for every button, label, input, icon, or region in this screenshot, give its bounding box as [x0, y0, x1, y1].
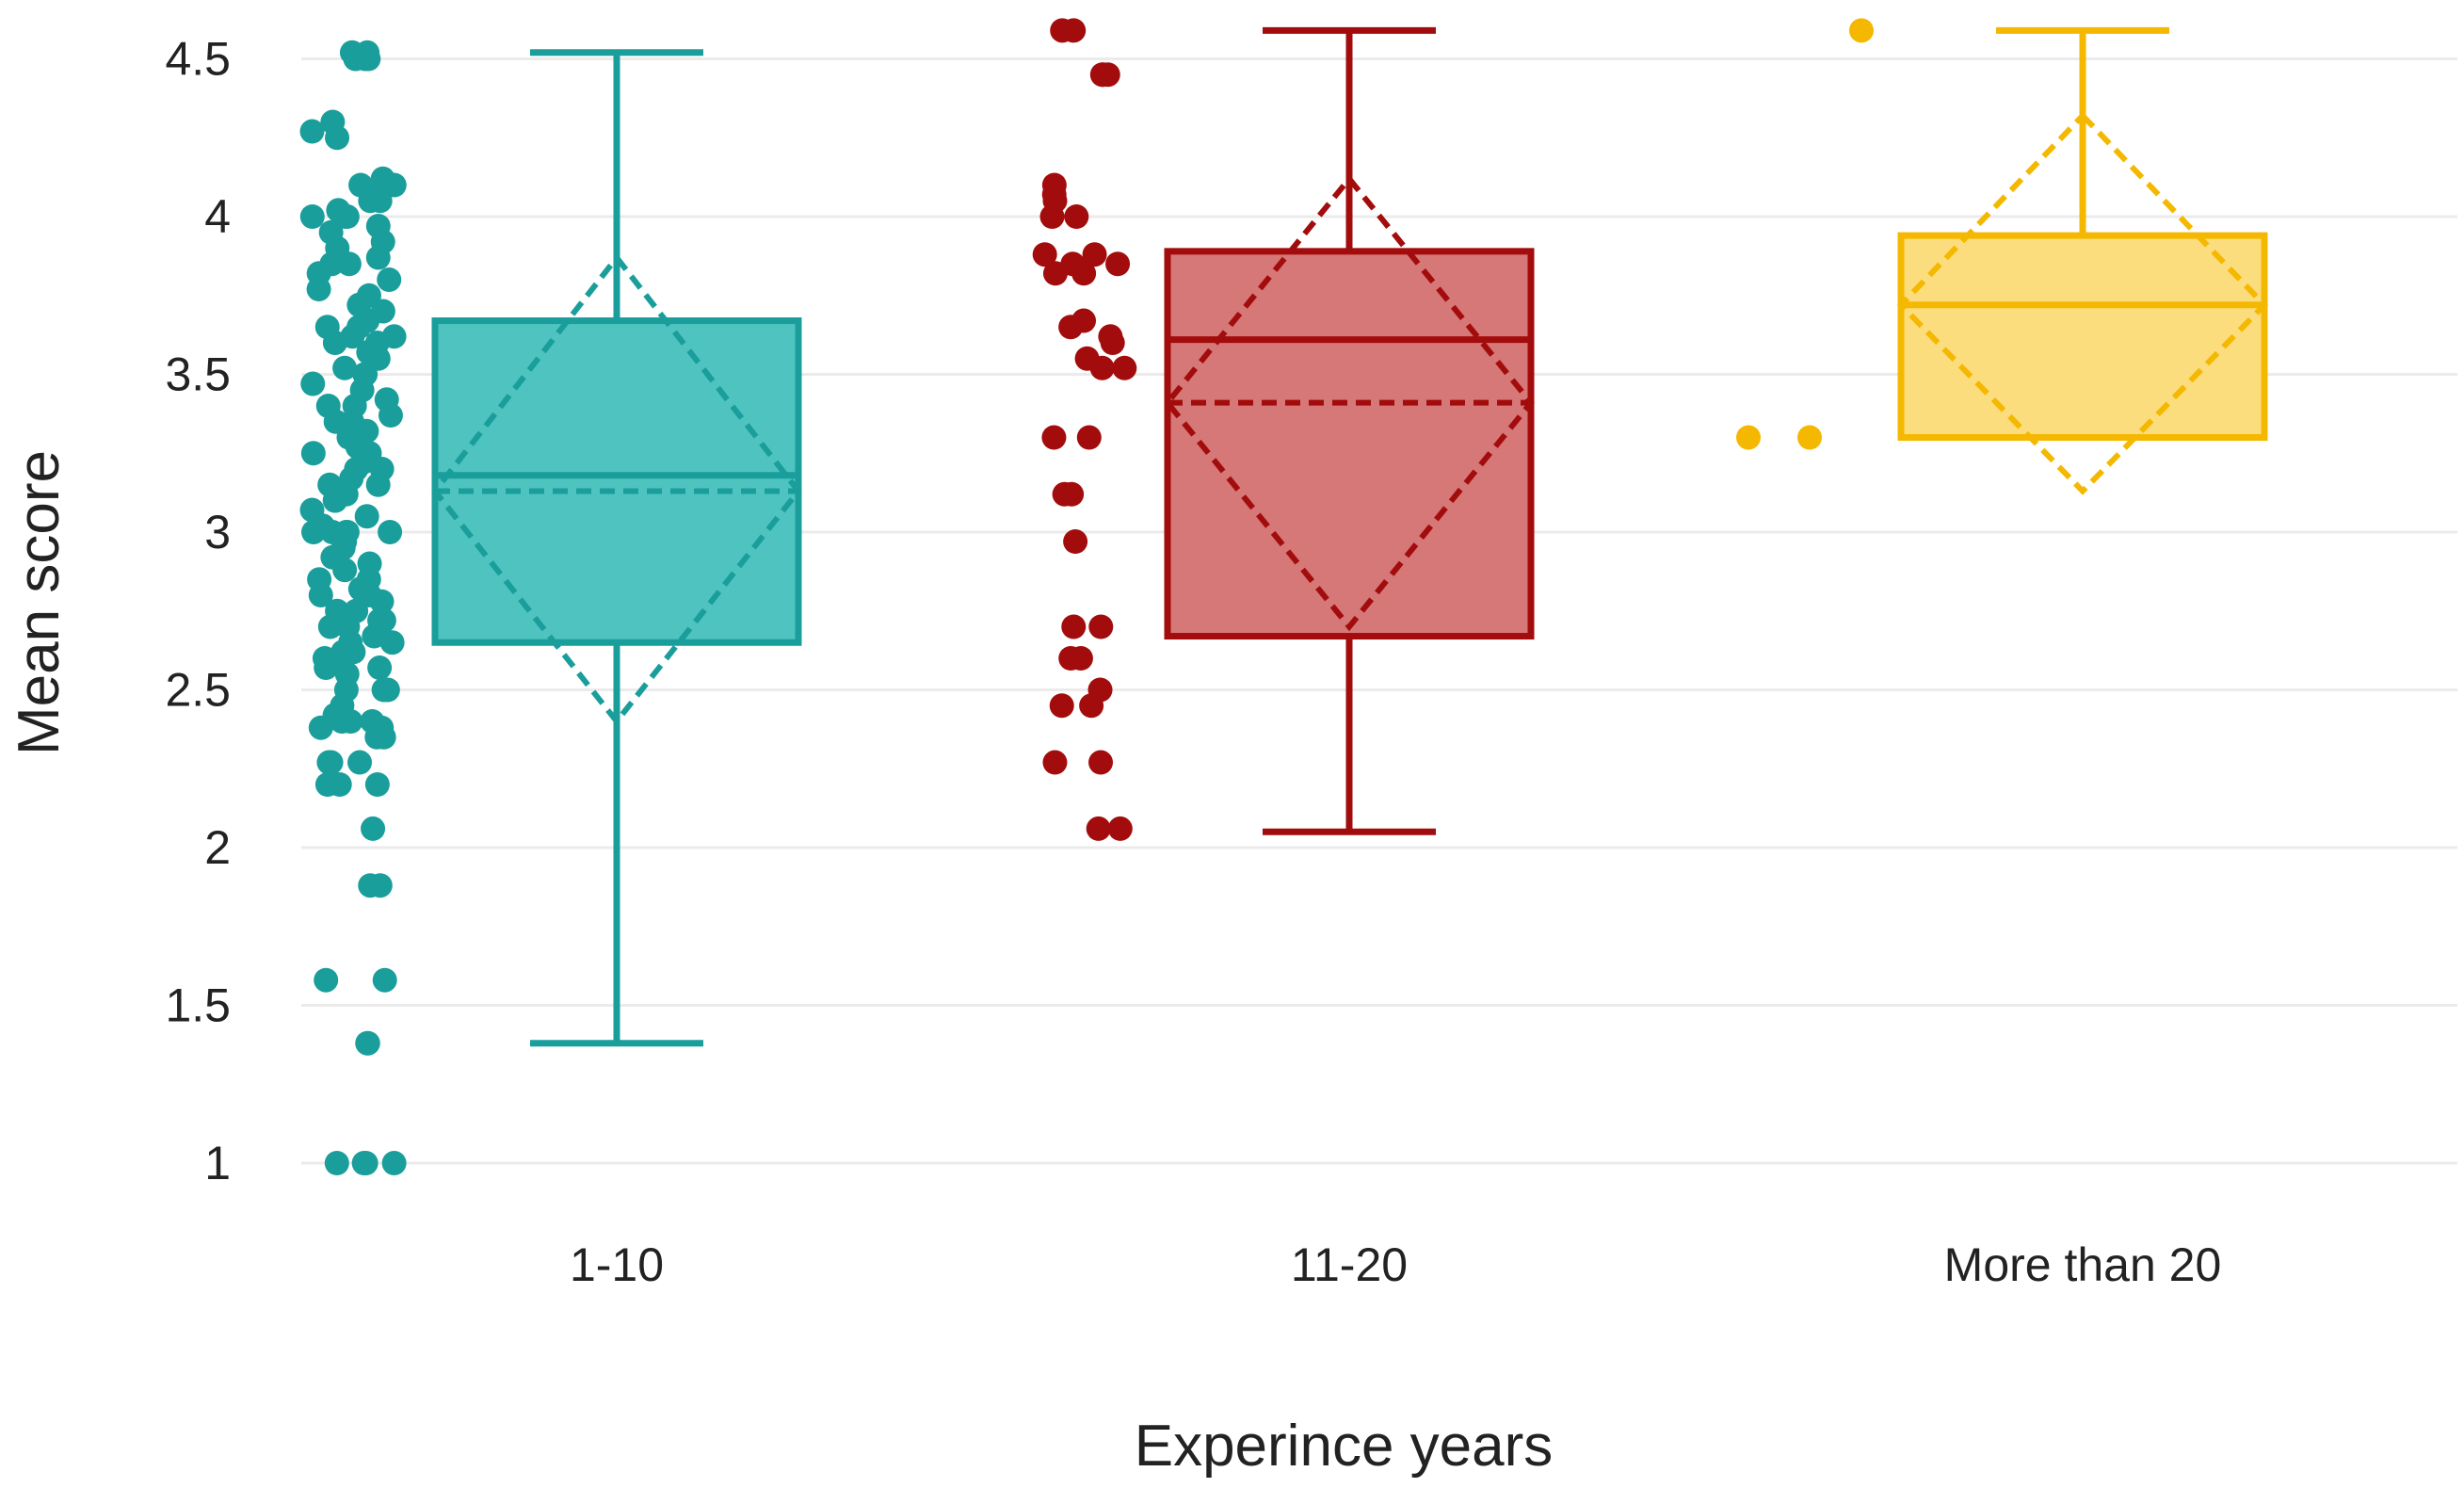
box-group: [431, 49, 802, 1047]
data-point: [378, 520, 403, 544]
data-point: [1059, 481, 1085, 507]
data-point: [339, 40, 364, 65]
box-group: [1164, 26, 1535, 835]
data-point: [1086, 816, 1111, 841]
box-iqr: [431, 317, 802, 646]
data-point: [1098, 324, 1123, 349]
data-point: [370, 166, 395, 191]
mean-sd-diamond: [431, 252, 802, 726]
data-point: [374, 387, 399, 412]
data-point: [372, 967, 397, 993]
data-point: [320, 109, 346, 135]
y-tick-label: 2.5: [165, 664, 231, 717]
box-iqr: [1164, 248, 1535, 640]
data-point: [1797, 425, 1822, 450]
data-point: [1064, 204, 1089, 229]
x-axis-title: Experince years: [1135, 1414, 1554, 1479]
data-point: [316, 750, 342, 775]
data-point: [1042, 750, 1068, 775]
data-point: [1082, 242, 1107, 267]
data-point: [307, 567, 332, 592]
boxes: [431, 26, 2269, 1047]
data-point: [371, 677, 396, 703]
data-point: [325, 598, 350, 623]
data-point: [381, 1151, 407, 1175]
y-tick-label: 4.5: [165, 33, 231, 86]
data-point: [1849, 18, 1874, 43]
data-point: [317, 472, 343, 497]
data-point: [314, 315, 340, 340]
box-iqr: [1897, 232, 2268, 441]
data-point: [1061, 614, 1087, 639]
data-point: [348, 172, 374, 198]
data-point: [315, 394, 341, 418]
data-point: [300, 441, 326, 466]
mean-sd-diamond: [1896, 111, 2269, 495]
data-point: [1041, 172, 1067, 198]
data-point: [381, 324, 407, 349]
data-point: [326, 198, 351, 223]
data-point: [354, 504, 379, 529]
data-point: [1071, 308, 1097, 333]
data-point: [367, 655, 393, 681]
y-tick-label: 3.5: [165, 348, 231, 401]
data-point: [364, 772, 390, 797]
data-point: [299, 119, 325, 144]
y-tick-label: 1.5: [165, 979, 231, 1032]
data-point: [1032, 242, 1057, 267]
data-point: [1088, 614, 1114, 639]
y-tick-label: 1: [204, 1137, 231, 1189]
data-point: [377, 267, 402, 292]
data-point: [324, 1151, 349, 1175]
data-point: [1107, 816, 1133, 841]
data-point: [1060, 251, 1086, 277]
data-point: [299, 497, 325, 523]
data-point: [1076, 425, 1102, 450]
data-point: [357, 551, 382, 576]
y-axis-tick-labels: 1 1.5 2 2.5 3 3.5 4 4.5: [165, 33, 231, 1190]
data-point: [318, 219, 344, 245]
data-point: [1088, 750, 1114, 775]
data-point: [347, 750, 373, 775]
data-point: [1050, 18, 1075, 43]
data-point: [1736, 425, 1761, 450]
data-point: [1074, 346, 1100, 371]
y-axis-title: Mean score: [7, 450, 72, 755]
data-point: [1058, 646, 1084, 671]
data-point: [356, 283, 381, 308]
data-point: [365, 214, 391, 239]
data-point: [1049, 693, 1074, 719]
data-point: [1041, 425, 1067, 450]
y-tick-label: 2: [204, 821, 231, 874]
data-point: [314, 967, 339, 993]
y-tick-label: 3: [204, 506, 231, 558]
data-point: [299, 204, 325, 229]
data-point: [1112, 355, 1137, 380]
data-point: [332, 355, 358, 380]
data-point: [351, 1151, 377, 1175]
data-point: [370, 299, 395, 324]
data-point: [361, 816, 386, 841]
data-point: [367, 607, 393, 633]
box-group: [1896, 26, 2269, 495]
data-point: [355, 1030, 380, 1056]
x-tick-label: More than 20: [1944, 1238, 2222, 1291]
data-point: [367, 873, 393, 898]
data-point: [1087, 677, 1113, 703]
x-tick-label: 1-10: [570, 1238, 664, 1291]
data-point: [1063, 529, 1088, 555]
mean-sd-diamond: [1164, 174, 1535, 632]
data-point: [360, 709, 385, 734]
data-point: [1105, 251, 1131, 277]
jitter-points: [299, 18, 1874, 1175]
data-point: [1089, 62, 1115, 88]
data-point: [300, 371, 326, 396]
x-tick-label: 11-20: [1291, 1238, 1408, 1291]
y-tick-label: 4: [204, 190, 231, 243]
data-point: [314, 772, 340, 797]
x-axis-tick-labels: 1-10 11-20 More than 20: [570, 1238, 2221, 1291]
